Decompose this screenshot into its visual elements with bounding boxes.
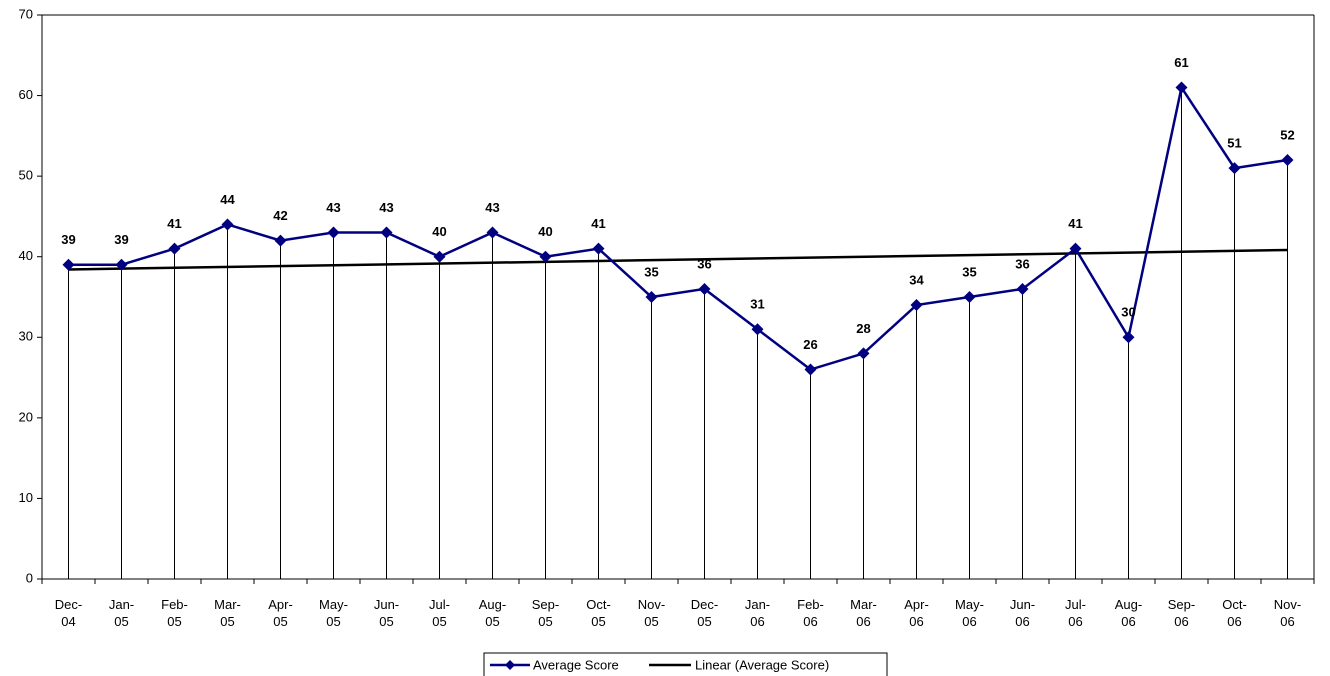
x-tick-label: Oct-05 xyxy=(586,597,611,629)
data-label: 41 xyxy=(167,216,181,231)
y-tick-label: 60 xyxy=(19,87,33,102)
marker xyxy=(963,291,976,303)
data-label: 43 xyxy=(379,200,393,215)
y-tick-label: 70 xyxy=(19,6,33,21)
marker xyxy=(433,250,446,263)
marker xyxy=(1228,162,1241,175)
x-tick-label: Nov-05 xyxy=(637,597,666,629)
marker xyxy=(804,363,817,376)
x-tick-label: Jan-05 xyxy=(108,597,135,629)
x-tick-label: Aug-06 xyxy=(1114,597,1143,629)
data-label: 26 xyxy=(803,337,817,352)
data-label: 44 xyxy=(220,192,235,207)
y-tick-label: 50 xyxy=(19,168,33,183)
data-label: 43 xyxy=(485,200,499,215)
x-tick-label: Feb-05 xyxy=(161,597,188,629)
x-tick-label: May-05 xyxy=(319,597,348,629)
x-tick-label: May-06 xyxy=(955,597,984,629)
trend-line xyxy=(68,248,1288,271)
x-tick-label: Jun-06 xyxy=(1009,597,1036,629)
x-tick-label: Jul-05 xyxy=(429,597,450,629)
x-tick-label: Mar-05 xyxy=(214,597,241,629)
x-tick-label: Nov-06 xyxy=(1273,597,1302,629)
data-label: 39 xyxy=(114,232,128,247)
y-tick-label: 0 xyxy=(26,570,33,585)
data-label: 35 xyxy=(962,264,976,279)
marker xyxy=(1122,331,1135,344)
data-label: 41 xyxy=(1068,216,1082,231)
marker xyxy=(62,258,75,271)
data-label: 40 xyxy=(432,224,446,239)
x-tick-label: Apr-05 xyxy=(268,597,293,629)
x-tick-label: Sep-06 xyxy=(1167,597,1196,629)
data-label: 61 xyxy=(1174,55,1188,70)
x-tick-label: Apr-06 xyxy=(904,597,929,629)
marker xyxy=(115,258,128,271)
x-tick-label: Dec-04 xyxy=(54,597,83,629)
data-label: 43 xyxy=(326,200,340,215)
data-label: 35 xyxy=(644,264,658,279)
data-label: 30 xyxy=(1121,305,1135,320)
y-tick-label: 20 xyxy=(19,409,33,424)
marker xyxy=(645,291,658,303)
data-label: 34 xyxy=(909,272,924,287)
legend-label: Linear (Average Score) xyxy=(695,657,829,672)
marker xyxy=(486,226,499,239)
marker xyxy=(1175,81,1188,94)
data-label: 28 xyxy=(856,321,870,336)
marker xyxy=(698,282,711,295)
data-label: 42 xyxy=(273,208,287,223)
y-tick-label: 10 xyxy=(19,490,33,505)
x-tick-label: Feb-06 xyxy=(797,597,824,629)
x-tick-label: Aug-05 xyxy=(478,597,507,629)
x-tick-label: Oct-06 xyxy=(1222,597,1247,629)
marker xyxy=(168,242,181,255)
legend-label: Average Score xyxy=(533,657,619,672)
y-tick-label: 40 xyxy=(19,248,33,263)
x-tick-label: Jul-06 xyxy=(1065,597,1086,629)
marker xyxy=(1016,282,1029,295)
x-tick-label: Jan-06 xyxy=(744,597,771,629)
marker xyxy=(539,250,552,263)
data-label: 51 xyxy=(1227,136,1241,151)
data-label: 52 xyxy=(1280,127,1294,142)
marker xyxy=(221,218,234,231)
x-tick-label: Jun-05 xyxy=(373,597,400,629)
x-tick-label: Mar-06 xyxy=(850,597,877,629)
data-label: 40 xyxy=(538,224,552,239)
x-tick-label: Sep-05 xyxy=(531,597,560,629)
data-label: 41 xyxy=(591,216,605,231)
marker xyxy=(380,226,393,239)
marker xyxy=(751,323,764,336)
marker xyxy=(274,234,287,247)
data-label: 36 xyxy=(697,256,711,271)
series-line xyxy=(68,84,1288,371)
marker xyxy=(910,299,923,312)
marker xyxy=(592,242,605,255)
data-label: 39 xyxy=(61,232,75,247)
y-tick-label: 30 xyxy=(19,329,33,344)
data-label: 36 xyxy=(1015,256,1029,271)
plot-area xyxy=(42,15,1314,579)
marker xyxy=(327,226,340,239)
x-tick-label: Dec-05 xyxy=(690,597,719,629)
legend-marker xyxy=(505,660,515,670)
marker xyxy=(1069,242,1082,255)
marker xyxy=(1281,154,1294,167)
marker xyxy=(857,347,870,360)
data-label: 31 xyxy=(750,297,764,312)
